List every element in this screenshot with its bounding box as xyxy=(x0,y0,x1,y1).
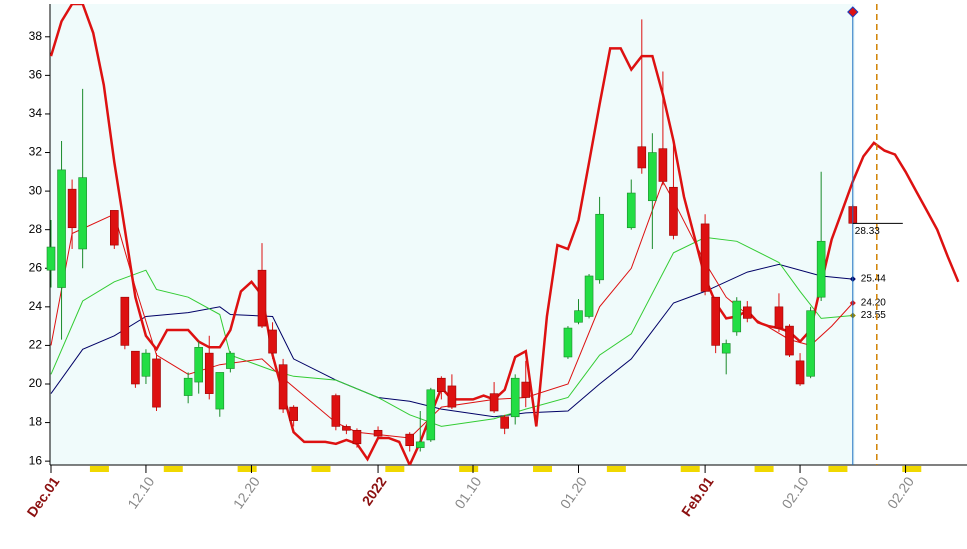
end-label: 24.20 xyxy=(861,298,886,309)
candle-body xyxy=(194,347,203,383)
x-tick-label: 02.20 xyxy=(884,474,917,512)
candle-body xyxy=(352,429,362,445)
current-marker xyxy=(847,6,859,18)
indicator-line xyxy=(50,236,853,427)
candle-body xyxy=(183,377,193,396)
y-tick-label: 16 xyxy=(29,453,43,467)
candle-body xyxy=(342,426,351,431)
candle-body xyxy=(637,146,647,169)
indicator-line xyxy=(50,263,853,418)
weekend-marker xyxy=(680,466,700,472)
candle-body xyxy=(141,352,151,377)
candle-body xyxy=(331,395,341,427)
candle-body xyxy=(152,358,161,408)
candle-body xyxy=(732,300,742,333)
y-tick-label: 34 xyxy=(29,106,43,120)
candle-body xyxy=(447,385,457,408)
weekend-marker xyxy=(311,466,331,472)
candle-body xyxy=(110,210,119,246)
end-label: 25.44 xyxy=(861,274,886,285)
candle-body xyxy=(584,275,594,317)
candle-body xyxy=(57,169,66,288)
candle-body xyxy=(500,416,509,429)
candle-body xyxy=(415,441,425,448)
candle-body xyxy=(78,177,87,250)
weekend-marker xyxy=(533,466,553,472)
y-tick-label: 36 xyxy=(29,68,43,82)
candle-body xyxy=(46,246,56,271)
candle-body xyxy=(595,213,604,281)
y-tick-label: 30 xyxy=(29,183,43,197)
x-tick-label: 12.10 xyxy=(124,474,157,512)
candle-body xyxy=(711,296,720,346)
candle-body xyxy=(721,343,731,354)
candle-body xyxy=(489,393,499,412)
weekend-marker xyxy=(89,466,109,472)
x-tick-label: 02.10 xyxy=(778,474,811,512)
candle-body xyxy=(521,381,531,398)
weekend-marker xyxy=(902,466,922,472)
candle-body xyxy=(268,329,277,354)
candle-body xyxy=(67,188,77,229)
candle-body xyxy=(806,310,815,377)
x-tick-label: Feb.01 xyxy=(678,473,717,519)
y-tick-label: 18 xyxy=(29,415,43,429)
candle-body xyxy=(437,377,446,393)
x-tick-label: 01.20 xyxy=(557,474,590,512)
weekend-marker xyxy=(163,466,183,472)
candle-body xyxy=(426,389,436,441)
candle-body xyxy=(816,240,826,298)
candle-body xyxy=(373,429,383,437)
end-label: 23.55 xyxy=(861,310,886,321)
weekend-marker xyxy=(385,466,405,472)
candle-body xyxy=(574,310,583,323)
x-tick-label: 01.10 xyxy=(451,474,484,512)
y-tick-label: 26 xyxy=(29,260,43,274)
candle-body xyxy=(626,192,636,229)
candle-body xyxy=(278,364,288,410)
x-tick-label: 2022 xyxy=(359,474,390,509)
candle-body xyxy=(131,350,140,385)
price-label: 28.33 xyxy=(855,226,880,237)
candle-body xyxy=(405,433,415,447)
weekend-marker xyxy=(828,466,848,472)
candle-body xyxy=(742,306,752,319)
y-tick-label: 20 xyxy=(29,376,43,390)
candle-body xyxy=(120,296,130,346)
candle-body xyxy=(774,306,784,329)
y-tick-label: 24 xyxy=(29,299,43,313)
y-tick-label: 22 xyxy=(29,338,43,352)
candle-body xyxy=(289,406,298,421)
candle-body xyxy=(785,325,794,356)
x-tick-label: Dec.01 xyxy=(23,474,62,520)
candle-body xyxy=(257,269,267,327)
candle-body xyxy=(215,372,225,410)
weekend-marker xyxy=(606,466,626,472)
candle-body xyxy=(510,377,520,418)
candle-body xyxy=(226,352,235,369)
weekend-marker xyxy=(754,466,774,472)
candle-body xyxy=(700,223,710,292)
candle-body xyxy=(795,360,805,385)
candle-body xyxy=(669,186,678,236)
candle-body xyxy=(648,152,657,202)
weekend-marker xyxy=(459,466,479,472)
x-tick-label: 12.20 xyxy=(230,474,263,512)
candle-body xyxy=(204,352,214,394)
candle-body xyxy=(658,148,668,182)
weekend-marker xyxy=(237,466,257,472)
candle-body xyxy=(563,327,573,358)
y-tick-label: 38 xyxy=(29,29,43,43)
y-tick-label: 28 xyxy=(29,222,43,236)
y-tick-label: 32 xyxy=(29,145,43,159)
